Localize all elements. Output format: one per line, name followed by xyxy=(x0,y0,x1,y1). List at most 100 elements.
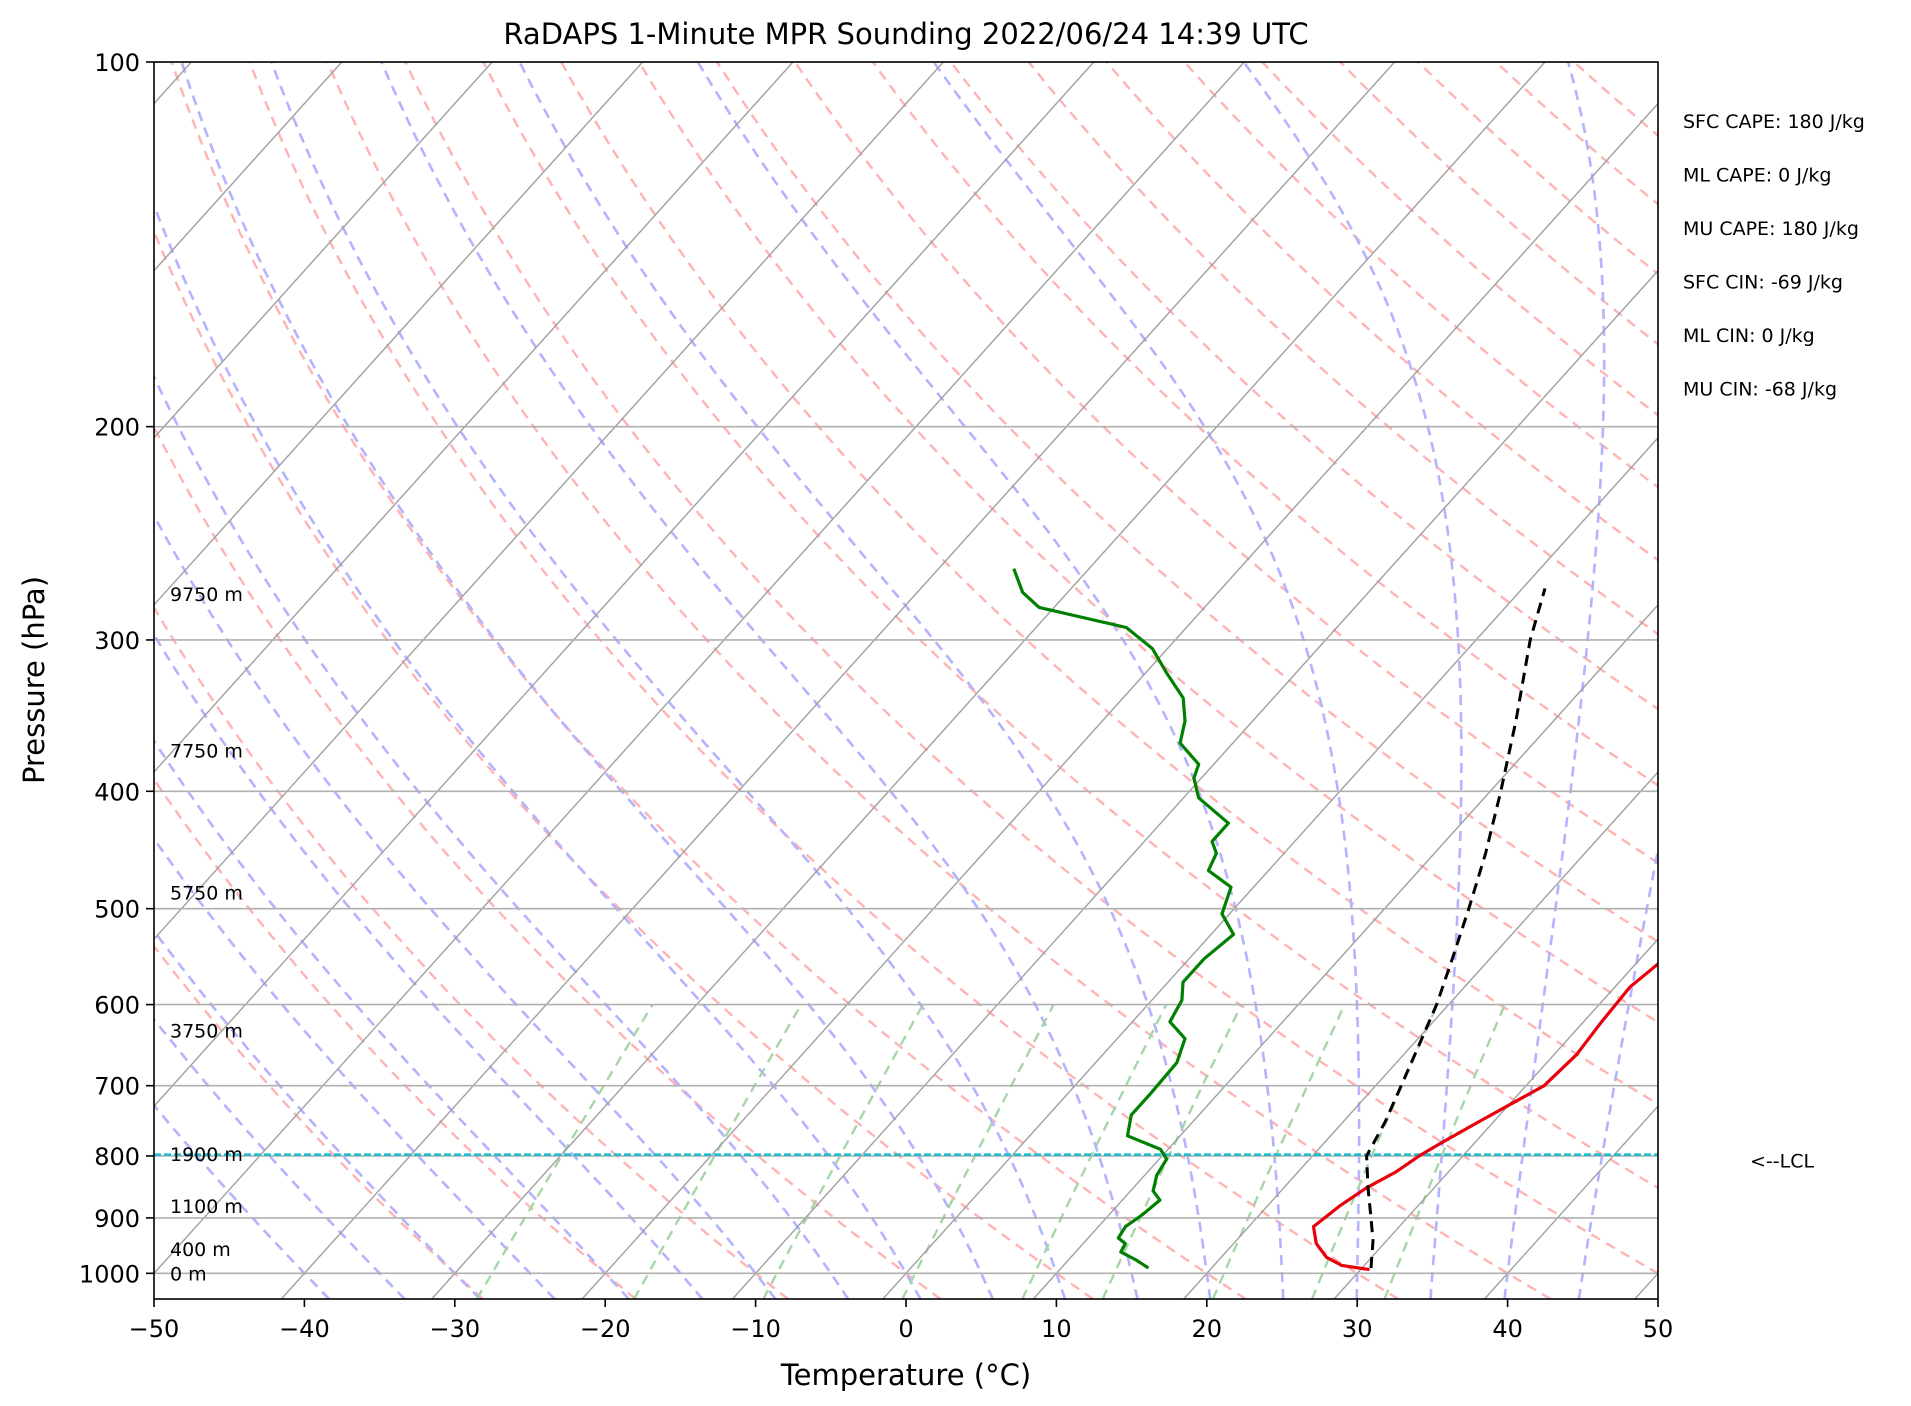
moist-adiabat xyxy=(1242,62,1463,1299)
dewpoint-profile xyxy=(1012,568,1236,1270)
dry-adiabat xyxy=(482,62,1658,1190)
isotherm xyxy=(431,62,1546,1299)
x-axis-ticks: −50 −40 −30 −20 −10 0 10 20 30 40 50 xyxy=(129,1299,1674,1343)
dry-adiabat xyxy=(1183,62,1658,489)
height-label: 9750 m xyxy=(170,584,243,606)
height-label: 3750 m xyxy=(170,1020,243,1042)
dry-adiabat xyxy=(404,62,1658,1275)
mixing-ratio-line xyxy=(1310,1004,1439,1299)
mixing-ratio-line xyxy=(762,1004,924,1299)
isotherm xyxy=(280,62,1396,1299)
mixing-ratio-line xyxy=(1211,1004,1346,1299)
isotherm xyxy=(1483,1105,1658,1299)
temperature-profile xyxy=(1311,961,1658,1272)
stability-index: MU CIN: -68 J/kg xyxy=(1683,379,1837,401)
dry-adiabat xyxy=(1495,62,1658,206)
chart-title: RaDAPS 1-Minute MPR Sounding 2022/06/24 … xyxy=(503,17,1308,51)
y-tick-label: 800 xyxy=(94,1143,140,1171)
isotherm xyxy=(154,62,493,439)
moist-adiabat xyxy=(154,373,850,1299)
mixing-ratio-line xyxy=(632,1004,803,1299)
dry-adiabat xyxy=(326,62,1552,1299)
height-label: 400 m xyxy=(170,1239,231,1261)
isotherm xyxy=(154,62,1245,1275)
x-tick-label: −20 xyxy=(580,1315,631,1343)
isotherm xyxy=(1183,770,1658,1299)
x-tick-label: 0 xyxy=(898,1315,913,1343)
mixing-ratio-line xyxy=(1021,1004,1168,1299)
mixing-ratio-line xyxy=(1101,1004,1243,1299)
stability-indices: SFC CAPE: 180 J/kg ML CAPE: 0 J/kg MU CAPE… xyxy=(1683,111,1865,401)
dry-adiabat xyxy=(715,62,1658,944)
dry-adiabat xyxy=(170,62,1247,1299)
y-axis-label: Pressure (hPa) xyxy=(17,576,51,784)
x-tick-label: 50 xyxy=(1643,1315,1674,1343)
moist-adiabat xyxy=(154,513,777,1299)
moist-adiabat xyxy=(154,928,481,1299)
dry-adiabat xyxy=(871,62,1658,787)
sounding-series xyxy=(1012,568,1658,1272)
dry-adiabat xyxy=(154,944,484,1299)
y-tick-label: 600 xyxy=(94,992,140,1020)
isotherm xyxy=(1785,62,1911,1299)
lcl-marker: <--LCL xyxy=(154,1151,1814,1173)
stability-index: ML CIN: 0 J/kg xyxy=(1683,325,1815,347)
y-tick-label: 400 xyxy=(94,778,140,806)
moist-adiabat xyxy=(518,62,1212,1299)
stability-index: SFC CIN: -69 J/kg xyxy=(1683,272,1843,294)
x-tick-label: −50 xyxy=(129,1315,180,1343)
height-label: 0 m xyxy=(170,1263,207,1285)
stability-index: ML CAPE: 0 J/kg xyxy=(1683,165,1831,187)
height-label: 5750 m xyxy=(170,883,243,905)
mixing-ratio-line xyxy=(901,1004,1055,1299)
x-tick-label: 20 xyxy=(1192,1315,1223,1343)
dry-adiabat xyxy=(560,62,1658,1106)
x-tick-label: 40 xyxy=(1492,1315,1523,1343)
isotherm xyxy=(581,102,1658,1299)
stability-index: SFC CAPE: 180 J/kg xyxy=(1683,111,1865,133)
dry-adiabat xyxy=(154,777,637,1299)
stability-index: MU CAPE: 180 J/kg xyxy=(1683,218,1859,240)
height-label: 1900 m xyxy=(170,1144,243,1166)
y-tick-label: 200 xyxy=(94,414,140,442)
x-axis-label: Temperature (°C) xyxy=(780,1358,1031,1392)
dry-adiabat xyxy=(1027,62,1658,636)
parcel-profile xyxy=(1365,587,1547,1269)
dry-adiabat xyxy=(1261,62,1658,417)
background-lines xyxy=(154,62,1911,1299)
y-tick-label: 900 xyxy=(94,1205,140,1233)
pressure-gridlines xyxy=(154,62,1658,1275)
y-tick-label: 300 xyxy=(94,627,140,655)
isotherm xyxy=(154,62,944,941)
moist-adiabat xyxy=(696,62,1285,1299)
x-tick-label: 10 xyxy=(1041,1315,1072,1343)
isotherm xyxy=(154,62,343,272)
height-labels: 9750 m 7750 m 5750 m 3750 m 1900 m 1100 m 400 … xyxy=(170,584,243,1285)
isotherm xyxy=(154,62,794,774)
y-tick-label: 500 xyxy=(94,896,140,924)
moist-adiabat xyxy=(154,738,630,1299)
y-tick-label: 1000 xyxy=(79,1260,140,1288)
isotherm xyxy=(1032,603,1658,1299)
isotherm xyxy=(731,269,1658,1299)
height-label: 7750 m xyxy=(170,740,243,762)
moist-adiabat xyxy=(380,62,1139,1299)
isotherm xyxy=(1634,1272,1658,1299)
mixing-ratio-line xyxy=(1383,1004,1506,1299)
lcl-label: <--LCL xyxy=(1750,1151,1814,1173)
isotherm xyxy=(154,62,644,606)
x-tick-label: 30 xyxy=(1342,1315,1373,1343)
dry-adiabat xyxy=(949,62,1658,711)
isotherm xyxy=(1333,938,1658,1299)
dry-adiabat xyxy=(1573,62,1658,138)
isotherm xyxy=(882,436,1658,1299)
x-tick-label: −10 xyxy=(730,1315,781,1343)
y-tick-label: 100 xyxy=(94,49,140,77)
dry-adiabat xyxy=(154,605,789,1299)
moist-adiabat xyxy=(154,201,922,1299)
dry-adiabat xyxy=(154,228,1094,1299)
isotherm xyxy=(154,62,1095,1108)
moist-adiabat xyxy=(270,62,1067,1299)
dry-adiabat xyxy=(154,424,942,1299)
